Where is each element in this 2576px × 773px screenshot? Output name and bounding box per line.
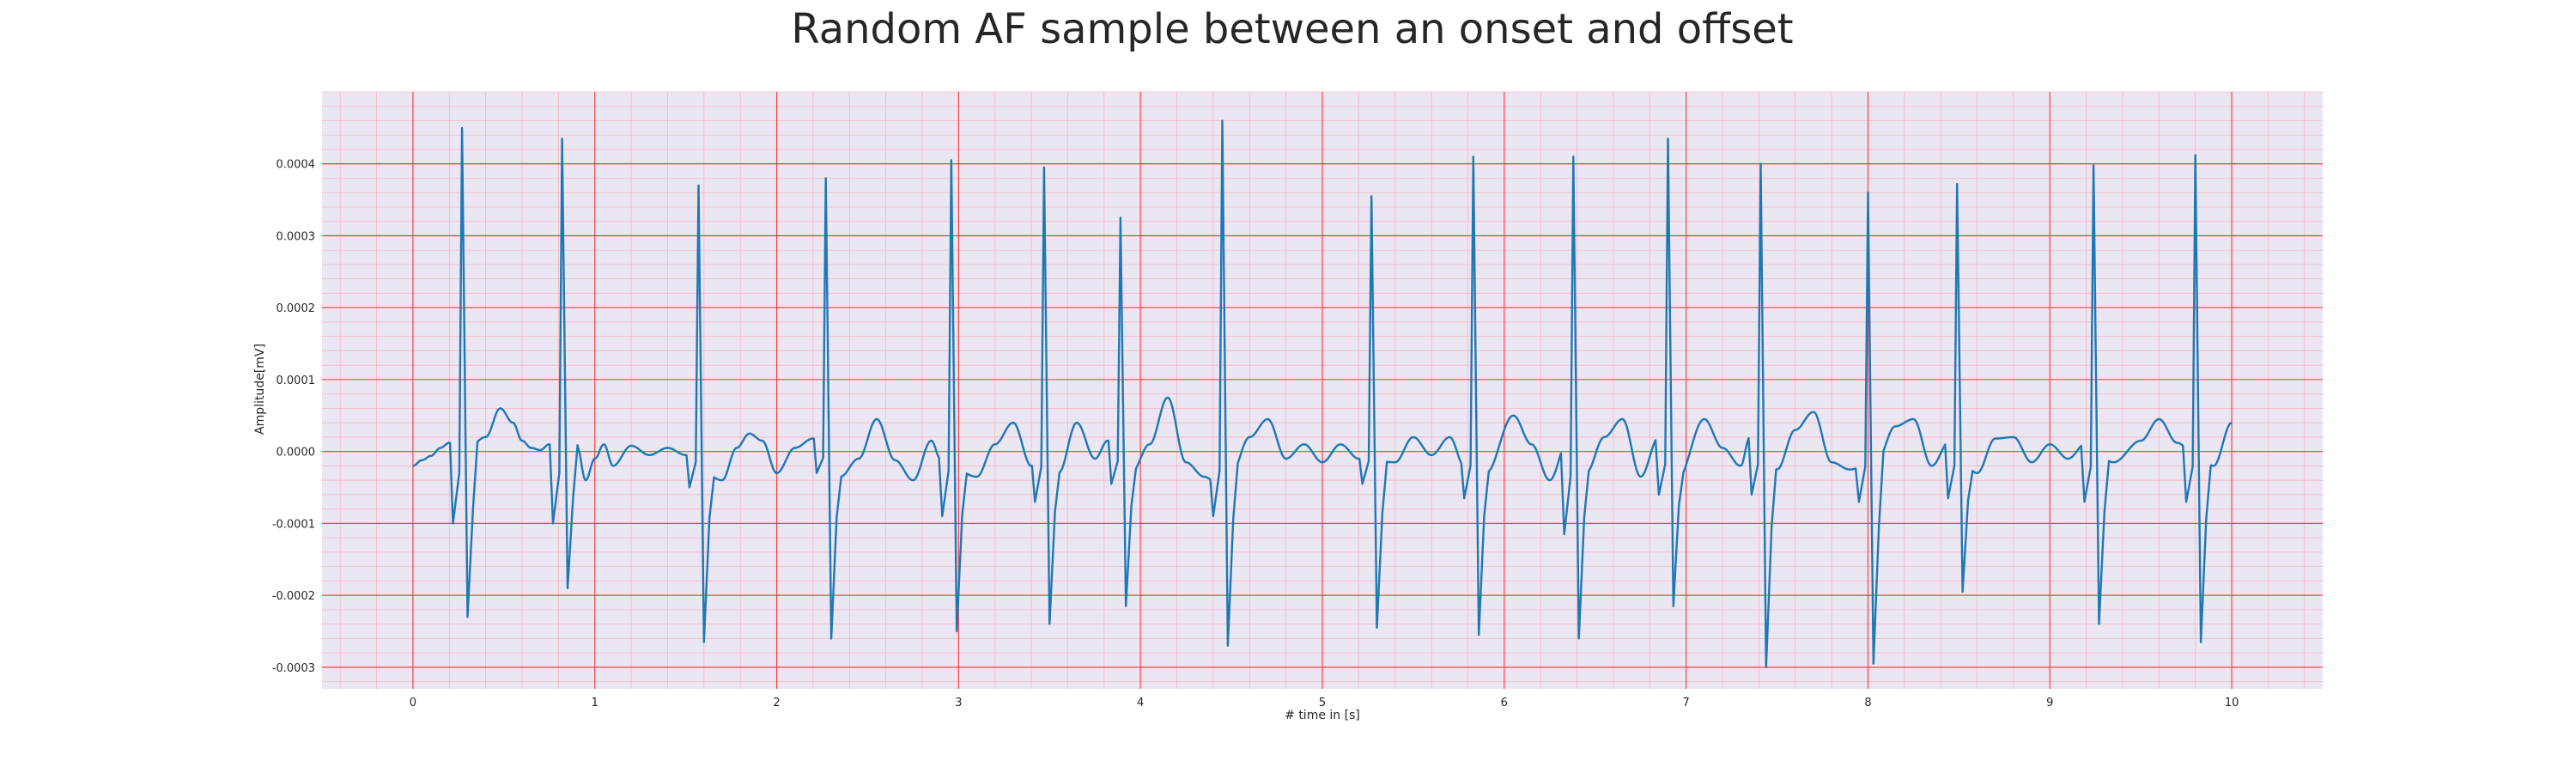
- ecg-series-line: [412, 119, 2233, 669]
- x-tick-label: 1: [592, 697, 598, 709]
- y-tick-label: -0.0001: [272, 518, 315, 531]
- y-tick-label: 0.0004: [276, 159, 316, 172]
- x-tick-label: 9: [2046, 697, 2053, 709]
- x-tick-label: 5: [1319, 697, 1326, 709]
- x-tick-label: 10: [2225, 697, 2239, 709]
- x-tick-label: 2: [773, 697, 780, 709]
- y-tick-label: 0.0001: [276, 374, 316, 387]
- y-tick-label: 0.0002: [276, 302, 316, 315]
- y-tick-label: -0.0002: [272, 590, 315, 603]
- x-tick-label: 3: [955, 697, 962, 709]
- x-tick-label: 0: [410, 697, 416, 709]
- x-tick-label: 8: [1864, 697, 1871, 709]
- x-tick-label: 7: [1682, 697, 1689, 709]
- y-axis-label: Amplitude[mV]: [253, 344, 267, 435]
- y-tick-label: 0.0003: [276, 230, 316, 243]
- x-tick-label: 6: [1501, 697, 1508, 709]
- major-grid: [322, 92, 2323, 689]
- x-axis-label: # time in [s]: [1285, 709, 1360, 722]
- chart-title: Random AF sample between an onset and of…: [791, 5, 1793, 53]
- x-tick-label: 4: [1137, 697, 1144, 709]
- y-tick-label: 0.0000: [276, 447, 316, 460]
- y-tick-labels: -0.0003 -0.0002 -0.0001 0.0000 0.0001 0.0002 0…: [272, 159, 315, 675]
- x-tick-labels: 0 1 2 3 4 5 6 7 8 9 10: [410, 697, 2239, 709]
- y-tick-label: -0.0003: [272, 662, 315, 675]
- series-layer: [412, 119, 2233, 669]
